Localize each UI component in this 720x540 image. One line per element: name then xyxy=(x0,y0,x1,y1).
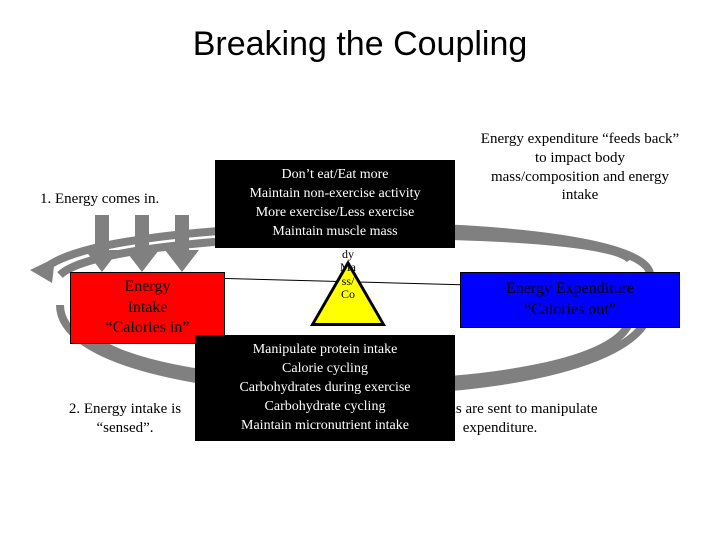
bottom-panel-text: Manipulate protein intakeCalorie cycling… xyxy=(239,341,410,435)
top-panel-text: Don’t eat/Eat moreMaintain non-exercise … xyxy=(249,166,420,242)
bottom-panel: Manipulate protein intakeCalorie cycling… xyxy=(195,335,455,441)
energy-intake-box: EnergyIntake“Calories in” xyxy=(70,272,225,344)
body-mass-label: BodyMass/Co xyxy=(320,235,376,301)
annotation-2: 2. Energy intake is“sensed”. xyxy=(40,400,210,438)
intake-down-arrows xyxy=(85,215,199,272)
energy-expenditure-box: Energy Expenditure“Calories out” xyxy=(460,272,680,328)
annotation-feedback: Energy expenditure “feeds back”to impact… xyxy=(440,130,720,205)
annotation-1: 1. Energy comes in. xyxy=(40,190,200,209)
energy-intake-label: EnergyIntake“Calories in” xyxy=(106,277,190,339)
energy-expenditure-label: Energy Expenditure“Calories out” xyxy=(506,279,634,321)
page-title: Breaking the Coupling xyxy=(0,25,720,64)
